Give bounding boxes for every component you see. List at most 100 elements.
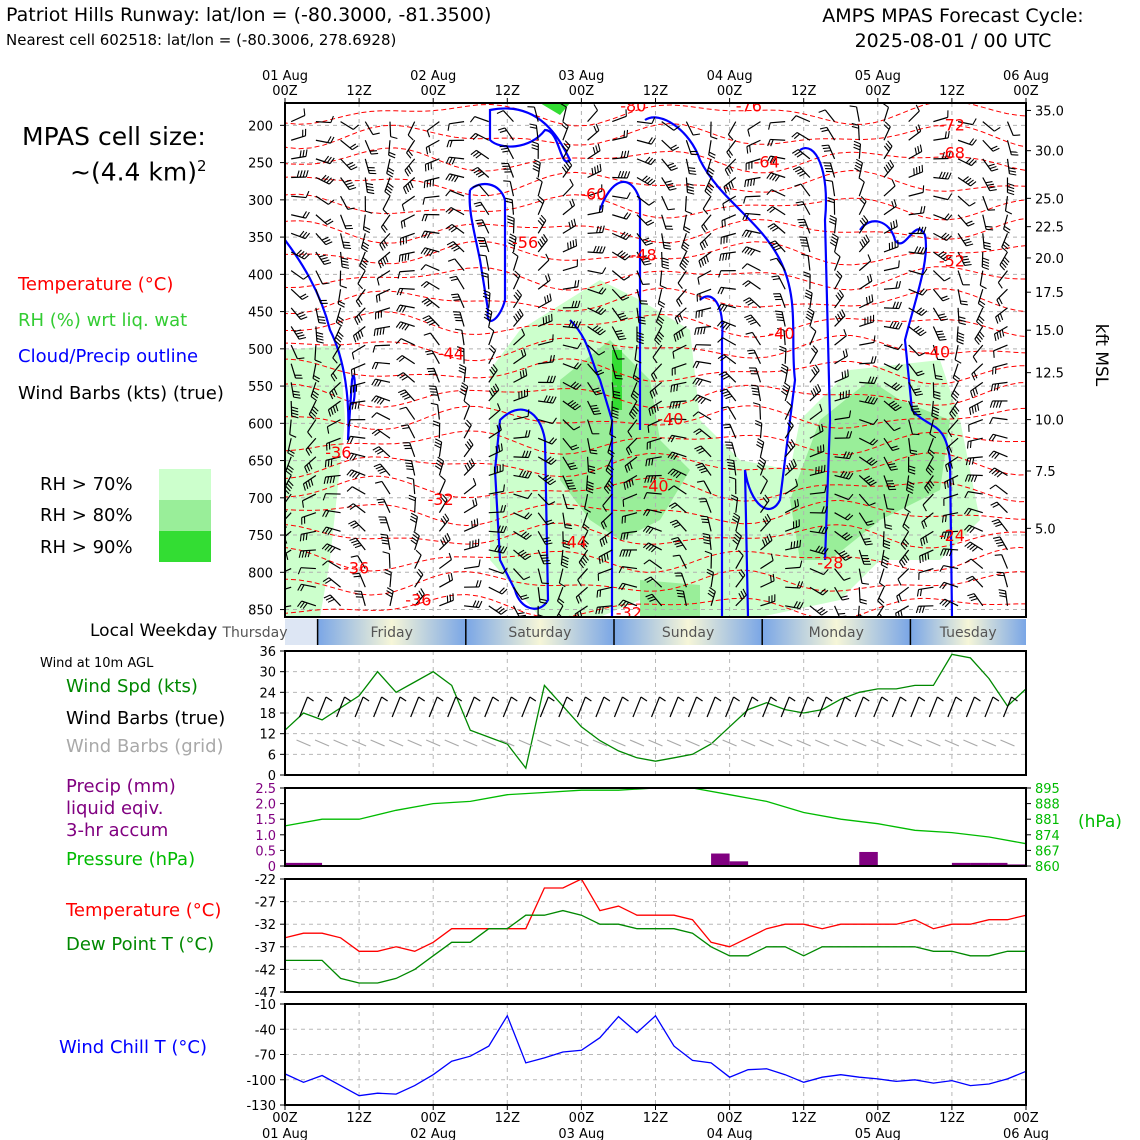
wind-barb-feather <box>931 415 939 420</box>
wind-barb-feather <box>439 475 446 481</box>
wind-barb-641 <box>562 512 573 530</box>
wind-barb-feather <box>776 316 784 319</box>
wind-barb-feather <box>523 576 531 581</box>
wind-barb-94 <box>384 177 394 197</box>
wind-barb-668 <box>488 525 507 534</box>
wind-barb-785 <box>414 588 425 607</box>
wind-barb-516 <box>432 420 441 439</box>
wind-barb-416 <box>932 363 943 381</box>
wind-barb-feather <box>567 462 575 466</box>
wind-barb-feather <box>961 258 970 261</box>
wind-barb-feather <box>404 396 411 400</box>
wind-barb-feather <box>651 117 656 124</box>
wind-barb-feather <box>532 165 540 170</box>
wind-barb-feather <box>415 549 422 556</box>
wind-barb-staff <box>883 185 896 197</box>
wind-barb-feather <box>927 482 933 489</box>
wind-barb-351 <box>805 307 815 327</box>
wind-barb-feather <box>321 543 328 550</box>
wind-barb-feather <box>520 551 527 557</box>
surface-barb-true-63 <box>669 696 679 718</box>
wind-barb-feather <box>663 241 671 244</box>
wind-barb-feather <box>545 519 553 523</box>
wind-barb-199 <box>741 229 761 238</box>
wind-barb-feather <box>430 402 438 406</box>
wind-barb-feather <box>841 532 848 538</box>
wind-barb-staff <box>449 121 465 125</box>
wind-barb-feather <box>719 388 727 393</box>
wind-barb-feather <box>877 600 884 606</box>
wind-barb-feather <box>280 541 283 548</box>
wind-barb-feather <box>658 303 665 308</box>
wind-barb-staff <box>487 274 490 290</box>
precip-tick-label: 2.5 <box>255 782 276 797</box>
wind-barb-feather <box>421 214 425 222</box>
wind-barb-feather <box>937 250 945 256</box>
wind-barb-feather <box>497 525 501 533</box>
wind-barb-feather <box>308 462 313 470</box>
top-date-label: 05 Aug <box>855 69 901 84</box>
wind-barb-feather <box>570 467 578 471</box>
wind-barb-feather <box>351 352 355 360</box>
wind-barb-525 <box>646 437 662 450</box>
wind-barb-feather <box>788 419 794 426</box>
wind-barb-feather <box>781 363 789 369</box>
wind-barb-staff <box>485 255 490 271</box>
surface-barb-true-51 <box>595 696 605 718</box>
wind-barb-feather <box>890 222 893 230</box>
wind-barb-feather <box>904 554 910 561</box>
wind-barb-feather <box>728 252 731 260</box>
wind-barb-feather <box>699 243 704 251</box>
wind-barb-feather <box>404 459 412 462</box>
wind-tick-label: 6 <box>268 748 276 763</box>
wind-barb-feather <box>667 451 673 459</box>
wind-barb-697 <box>463 538 480 551</box>
temperature-label-14: -52 <box>939 252 965 271</box>
wind-barb-staff <box>760 560 774 570</box>
wind-barb-feather <box>520 594 528 598</box>
wind-barb-feather <box>458 370 466 374</box>
wind-barb-feather <box>371 152 379 155</box>
wind-barb-staff <box>562 419 575 431</box>
wind-barb-feather <box>521 328 526 336</box>
wind-barb-298 <box>977 289 986 309</box>
wind-barb-662 <box>321 526 341 535</box>
wind-barb-staff <box>412 479 416 495</box>
wind-barb-feather <box>889 159 895 167</box>
wind-barb-staff <box>776 257 786 271</box>
wind-barb-feather <box>944 131 947 139</box>
wind-barb-feather <box>371 362 376 370</box>
wind-barb-483 <box>347 418 366 427</box>
wind-barb-staff <box>376 412 391 421</box>
wind-barb-staff <box>904 493 910 509</box>
wind-barb-feather <box>483 289 491 294</box>
wind-barb-feather <box>831 236 838 241</box>
wind-barb-feather <box>618 566 623 574</box>
wind-barb-feather <box>357 298 363 305</box>
wind-barb-feather <box>754 423 762 427</box>
rh-90-swatch <box>159 531 211 562</box>
pressure-tick-label: 600 <box>248 417 273 432</box>
wind-barb-feather <box>849 105 857 108</box>
wind-barb-808 <box>967 593 984 607</box>
wind-barb-255 <box>659 270 667 289</box>
wind-barb-feather <box>747 129 751 137</box>
wind-barb-feather <box>399 288 404 296</box>
wind-barb-feather <box>764 494 770 501</box>
wind-barb-760 <box>537 587 547 604</box>
wind-barb-779 <box>996 571 1009 588</box>
wind-barb-feather <box>482 295 490 300</box>
wind-barb-feather <box>521 470 527 478</box>
wind-barb-feather <box>803 271 811 275</box>
wind-barb-424 <box>371 378 391 387</box>
wind-barb-feather <box>576 342 582 349</box>
wind-barb-feather <box>824 485 827 493</box>
wind-barb-feather <box>421 298 428 303</box>
wind-barb-feather <box>563 142 569 149</box>
wind-barb-feather <box>543 395 548 403</box>
wind-barb-staff <box>463 565 479 570</box>
wind-barb-feather <box>996 332 1000 340</box>
wind-barb-355 <box>908 325 927 337</box>
bottom-date-label: 04 Aug <box>707 1127 753 1140</box>
wind-barb-feather <box>300 584 305 592</box>
